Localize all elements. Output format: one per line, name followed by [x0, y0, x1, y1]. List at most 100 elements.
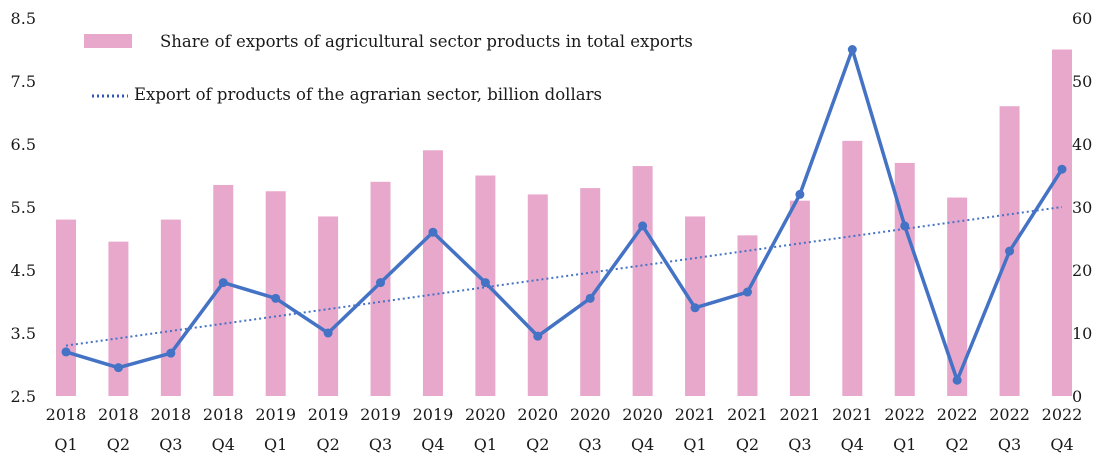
right-tick-label: 20	[1072, 261, 1092, 280]
x-tick-quarter: Q2	[316, 435, 339, 454]
bar	[842, 140, 863, 396]
bar	[370, 181, 391, 396]
left-axis: 2.5 3.5 4.5 5.5 6.5 7.5 8.5	[11, 9, 36, 406]
bar	[527, 194, 548, 396]
x-tick-year: 2021	[675, 405, 716, 424]
line-point	[952, 375, 962, 385]
x-tick-quarter: Q1	[474, 435, 497, 454]
line-point	[166, 348, 176, 358]
left-tick-label: 8.5	[11, 9, 36, 28]
x-tick-year: 2018	[46, 405, 87, 424]
bar	[56, 219, 76, 396]
bar	[213, 184, 234, 396]
x-tick-year: 2020	[570, 405, 611, 424]
x-tick-quarter: Q1	[683, 435, 706, 454]
x-tick-year: 2021	[727, 405, 768, 424]
x-tick-quarter: Q3	[159, 435, 182, 454]
line-point	[1005, 246, 1015, 256]
legend-line-label: Export of products of the agrarian secto…	[134, 85, 602, 104]
x-tick-year: 2019	[308, 405, 349, 424]
line-point	[1057, 164, 1067, 174]
line-point	[376, 278, 386, 288]
x-tick-year: 2020	[465, 405, 506, 424]
line-point	[847, 45, 857, 54]
legend-background	[68, 24, 708, 110]
x-tick-year: 2018	[150, 405, 191, 424]
left-tick-label: 4.5	[11, 261, 36, 280]
line-point	[323, 328, 333, 338]
x-tick-year: 2019	[413, 405, 454, 424]
x-tick-quarter: Q1	[893, 435, 916, 454]
line-point	[585, 293, 595, 303]
x-tick-year: 2020	[517, 405, 558, 424]
line-point	[742, 287, 752, 297]
left-tick-label: 3.5	[11, 324, 36, 343]
line-point	[271, 293, 281, 303]
bar	[894, 162, 915, 396]
right-tick-label: 40	[1072, 135, 1092, 154]
x-tick-quarter: Q2	[736, 435, 759, 454]
bar	[632, 166, 653, 396]
bar	[1052, 49, 1072, 396]
x-tick-quarter: Q2	[526, 435, 549, 454]
x-tick-quarter: Q2	[107, 435, 130, 454]
right-tick-label: 10	[1072, 324, 1092, 343]
x-tick-year: 2019	[255, 405, 296, 424]
x-tick-quarter: Q1	[264, 435, 287, 454]
left-tick-label: 7.5	[11, 72, 36, 91]
right-tick-label: 30	[1072, 198, 1092, 217]
line-point	[795, 189, 805, 199]
x-tick-year: 2021	[780, 405, 821, 424]
x-tick-quarter: Q3	[788, 435, 811, 454]
left-tick-label: 6.5	[11, 135, 36, 154]
x-tick-year: 2022	[937, 405, 978, 424]
right-axis: 0 10 20 30 40 50 60	[1072, 9, 1092, 406]
bar	[737, 235, 758, 396]
line-point	[533, 331, 543, 341]
bar	[580, 188, 601, 396]
right-tick-label: 60	[1072, 9, 1092, 28]
line-series	[61, 45, 1067, 385]
left-tick-label: 5.5	[11, 198, 36, 217]
bar	[108, 241, 129, 396]
line-point	[428, 227, 438, 237]
line-point	[638, 221, 648, 231]
x-tick-year: 2021	[832, 405, 873, 424]
x-tick-quarter: Q2	[946, 435, 969, 454]
x-tick-quarter: Q3	[369, 435, 392, 454]
x-tick-year: 2019	[360, 405, 401, 424]
x-tick-quarter: Q3	[998, 435, 1021, 454]
line-point	[218, 278, 228, 288]
line-path	[65, 47, 1064, 382]
x-tick-quarter: Q4	[1050, 435, 1073, 454]
right-tick-label: 0	[1072, 387, 1082, 406]
x-tick-quarter: Q4	[212, 435, 235, 454]
x-tick-year: 2022	[1042, 405, 1083, 424]
line-point	[690, 303, 700, 313]
x-tick-quarter: Q4	[631, 435, 654, 454]
bar	[789, 200, 810, 396]
line-point	[113, 363, 123, 373]
legend-bar-swatch	[84, 34, 132, 48]
line-point	[480, 278, 490, 288]
x-tick-year: 2020	[622, 405, 663, 424]
x-tick-year: 2018	[98, 405, 139, 424]
right-tick-label: 50	[1072, 72, 1092, 91]
bar	[947, 197, 968, 396]
legend: Share of exports of agricultural sector …	[68, 24, 708, 110]
x-tick-quarter: Q4	[841, 435, 864, 454]
x-tick-quarter: Q3	[579, 435, 602, 454]
x-tick-year: 2022	[989, 405, 1030, 424]
line-point	[61, 347, 71, 357]
bar	[422, 150, 443, 396]
legend-bar-label: Share of exports of agricultural sector …	[160, 32, 693, 51]
line-point	[900, 221, 910, 231]
bar	[318, 216, 339, 396]
x-tick-year: 2018	[203, 405, 244, 424]
left-tick-label: 2.5	[11, 387, 36, 406]
x-tick-quarter: Q4	[421, 435, 444, 454]
x-tick-year: 2022	[884, 405, 925, 424]
x-axis: 2018 Q1 2018 Q2 2018 Q3 2018 Q4 2019 Q1 2019 Q2 2019…	[46, 405, 1083, 454]
bar	[265, 191, 286, 396]
